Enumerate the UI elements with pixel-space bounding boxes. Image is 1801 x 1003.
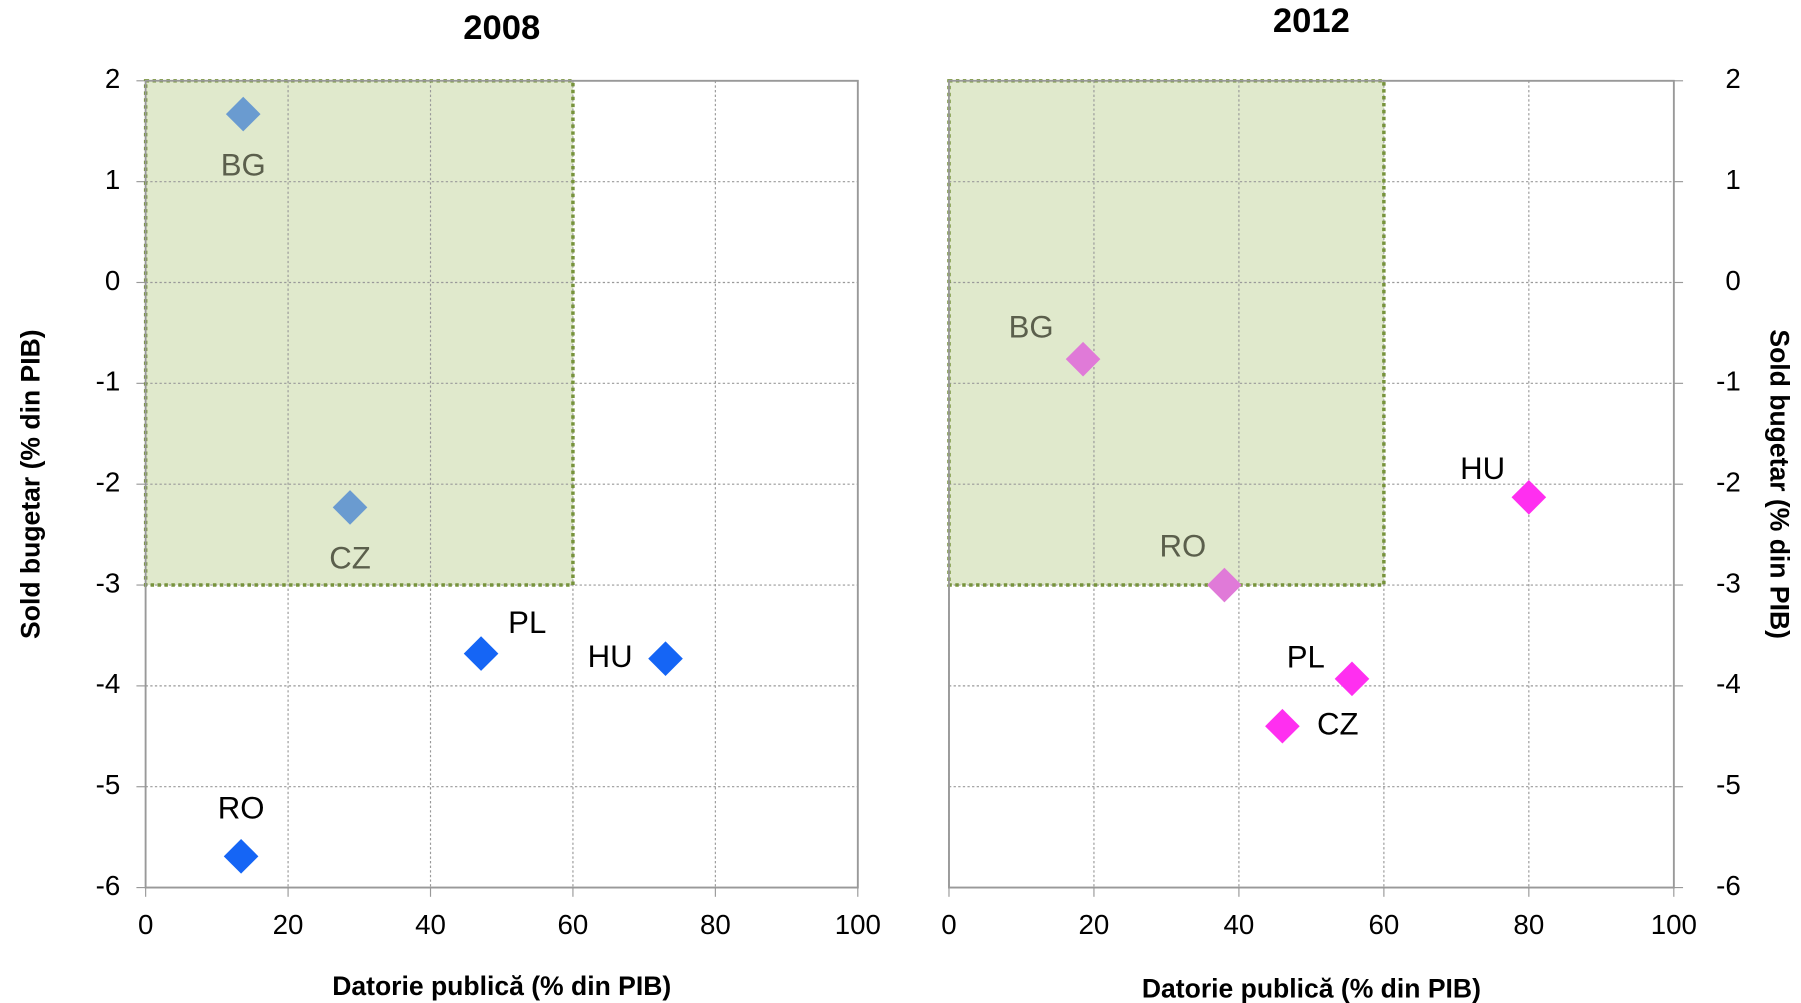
x-tick-label: 40 — [1224, 909, 1255, 940]
y-tick-label: -6 — [96, 870, 121, 901]
point-label: BG — [221, 147, 266, 182]
y-tick-label: -2 — [1716, 466, 1741, 497]
y-tick-label: -3 — [1716, 567, 1741, 598]
x-tick-label: 20 — [273, 909, 304, 940]
y-tick-label: 1 — [1725, 164, 1740, 195]
x-tick-label: 0 — [941, 909, 956, 940]
point — [463, 636, 499, 671]
x-tick-label: 100 — [1651, 909, 1697, 940]
x-tick-label: 20 — [1079, 909, 1110, 940]
point-label: RO — [1159, 528, 1206, 563]
y-tick-label: -4 — [96, 668, 121, 699]
x-tick-label: 100 — [835, 909, 881, 940]
x-tick-label: 60 — [1368, 909, 1399, 940]
plot-border — [948, 79, 1675, 889]
point-label: RO — [218, 790, 265, 825]
x-axis-label: Datorie publică (% din PIB) — [332, 971, 671, 1001]
point-label: HU — [588, 639, 633, 674]
y-tick-label: -1 — [1716, 366, 1741, 397]
y-tick-label: -1 — [96, 366, 121, 397]
highlight-border — [143, 79, 575, 587]
y-tick-label: 1 — [105, 164, 120, 195]
x-tick-label: 80 — [700, 909, 731, 940]
highlight-zone — [948, 80, 1384, 586]
y-tick-label: -6 — [1716, 870, 1741, 901]
point — [1207, 567, 1242, 603]
y-tick-label: -3 — [96, 567, 121, 598]
point-label: HU — [1460, 451, 1505, 486]
y-tick-label: -4 — [1716, 668, 1741, 699]
point — [1334, 661, 1370, 697]
x-tick-label: 80 — [1513, 909, 1544, 940]
plot-border — [144, 79, 859, 889]
chart-title: 2012 — [1273, 2, 1350, 40]
point-label: PL — [508, 605, 546, 640]
x-axis-label: Datorie publică (% din PIB) — [1142, 973, 1481, 1003]
chart-title: 2008 — [463, 9, 540, 47]
point-label: BG — [1009, 309, 1054, 344]
y-axis-label: Sold bugetar (% din PIB) — [16, 329, 46, 639]
y-tick-label: -2 — [96, 466, 121, 497]
y-tick-label: 2 — [1725, 63, 1740, 94]
y-tick-label: -5 — [96, 769, 121, 800]
point-label: PL — [1287, 639, 1325, 674]
y-tick-label: -5 — [1716, 769, 1741, 800]
point-label: CZ — [1317, 706, 1359, 741]
point — [1265, 708, 1300, 744]
y-tick-label: 0 — [1725, 265, 1740, 296]
point — [332, 490, 368, 525]
point-label: CZ — [329, 541, 371, 576]
x-tick-label: 0 — [138, 909, 153, 940]
y-tick-label: 2 — [105, 63, 120, 94]
x-tick-label: 40 — [415, 909, 446, 940]
y-axis-label: Sold bugetar (% din PIB) — [1765, 329, 1795, 639]
point — [1065, 341, 1101, 377]
y-tick-label: 0 — [105, 265, 120, 296]
x-tick-label: 60 — [558, 909, 589, 940]
point — [1511, 479, 1547, 515]
